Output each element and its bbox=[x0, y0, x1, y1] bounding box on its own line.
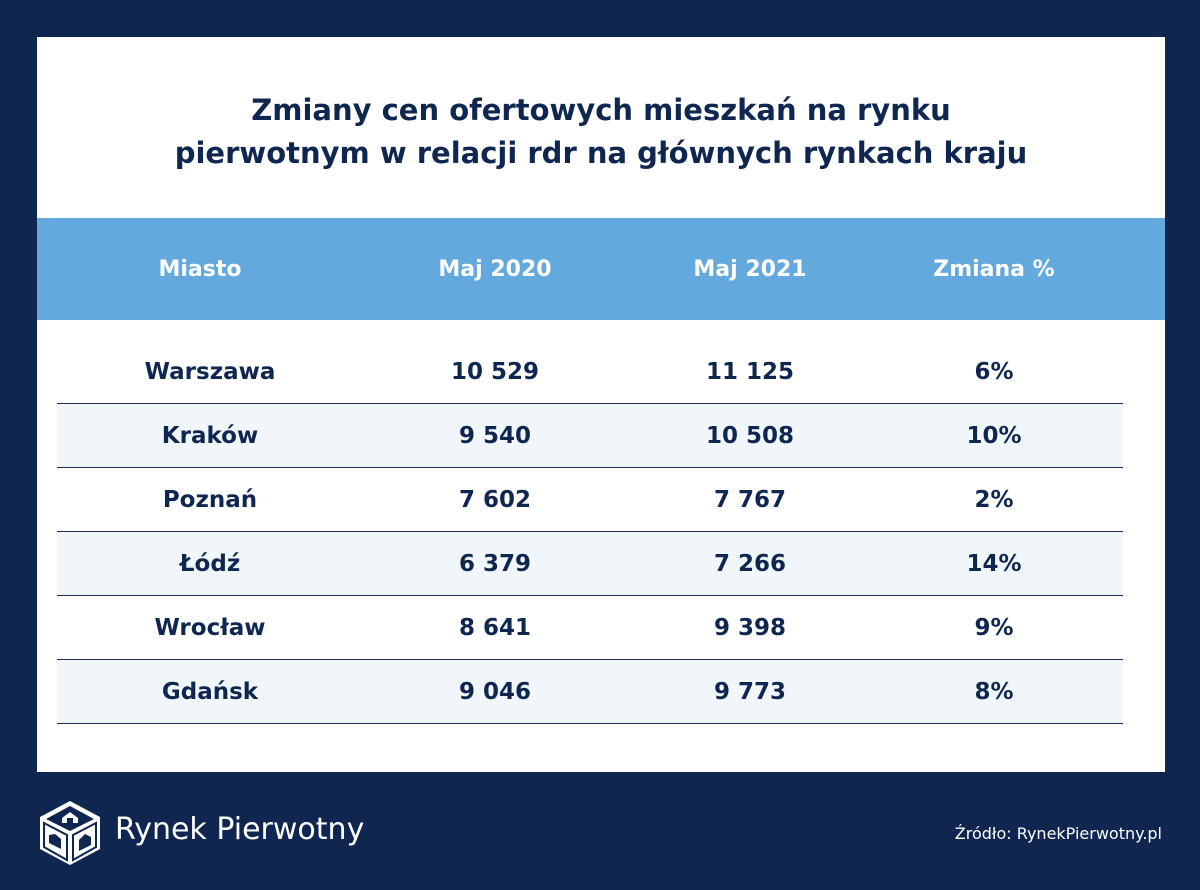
table-row: Warszawa 10 529 11 125 6% bbox=[57, 340, 1123, 404]
cell-city: Poznań bbox=[162, 486, 258, 513]
column-header-city: Miasto bbox=[158, 256, 242, 282]
cell-may-2021: 7 767 bbox=[713, 486, 787, 513]
price-table: Miasto Maj 2020 Maj 2021 Zmiana % Warsza… bbox=[37, 218, 1165, 724]
cell-may-2020: 7 602 bbox=[458, 486, 532, 513]
cell-may-2020: 10 529 bbox=[450, 358, 540, 385]
chart-title-line-1: Zmiany cen ofertowych mieszkań na rynku bbox=[251, 93, 951, 127]
cell-city: Wrocław bbox=[154, 614, 266, 641]
source-text: Źródło: RynekPierwotny.pl bbox=[954, 824, 1162, 843]
chart-title: Zmiany cen ofertowych mieszkań na rynku … bbox=[37, 89, 1165, 175]
cell-change: 6% bbox=[974, 358, 1014, 385]
cell-may-2020: 9 540 bbox=[458, 422, 532, 449]
table-row: Wrocław 8 641 9 398 9% bbox=[57, 596, 1123, 660]
rynek-pierwotny-logo-icon bbox=[40, 801, 100, 865]
column-header-change: Zmiana % bbox=[933, 256, 1055, 282]
table-row: Gdańsk 9 046 9 773 8% bbox=[57, 660, 1123, 724]
table-row: Poznań 7 602 7 767 2% bbox=[57, 468, 1123, 532]
cell-may-2020: 9 046 bbox=[458, 678, 532, 705]
cell-change: 8% bbox=[974, 678, 1014, 705]
column-header-may-2021: Maj 2021 bbox=[693, 256, 807, 282]
table-body: Warszawa 10 529 11 125 6% Kraków 9 540 1… bbox=[37, 320, 1165, 724]
column-header-may-2020: Maj 2020 bbox=[438, 256, 552, 282]
table-card: Zmiany cen ofertowych mieszkań na rynku … bbox=[37, 37, 1165, 772]
cell-may-2020: 8 641 bbox=[458, 614, 532, 641]
cell-may-2021: 9 773 bbox=[713, 678, 787, 705]
footer: Rynek Pierwotny Źródło: RynekPierwotny.p… bbox=[0, 772, 1200, 890]
cell-city: Warszawa bbox=[144, 358, 276, 385]
cell-may-2021: 10 508 bbox=[705, 422, 795, 449]
cell-change: 9% bbox=[974, 614, 1014, 641]
cell-city: Kraków bbox=[161, 422, 259, 449]
table-row: Łódź 6 379 7 266 14% bbox=[57, 532, 1123, 596]
chart-title-line-2: pierwotnym w relacji rdr na głównych ryn… bbox=[174, 136, 1028, 170]
brand-name: Rynek Pierwotny bbox=[115, 812, 365, 847]
table-row: Kraków 9 540 10 508 10% bbox=[57, 404, 1123, 468]
cell-may-2021: 11 125 bbox=[705, 358, 795, 385]
cell-change: 14% bbox=[966, 550, 1022, 577]
table-header: Miasto Maj 2020 Maj 2021 Zmiana % bbox=[37, 218, 1165, 320]
cell-change: 2% bbox=[974, 486, 1014, 513]
cell-may-2021: 9 398 bbox=[713, 614, 787, 641]
cell-change: 10% bbox=[966, 422, 1022, 449]
cell-city: Łódź bbox=[179, 550, 241, 577]
cell-city: Gdańsk bbox=[161, 678, 259, 705]
cell-may-2021: 7 266 bbox=[713, 550, 787, 577]
cell-may-2020: 6 379 bbox=[458, 550, 532, 577]
